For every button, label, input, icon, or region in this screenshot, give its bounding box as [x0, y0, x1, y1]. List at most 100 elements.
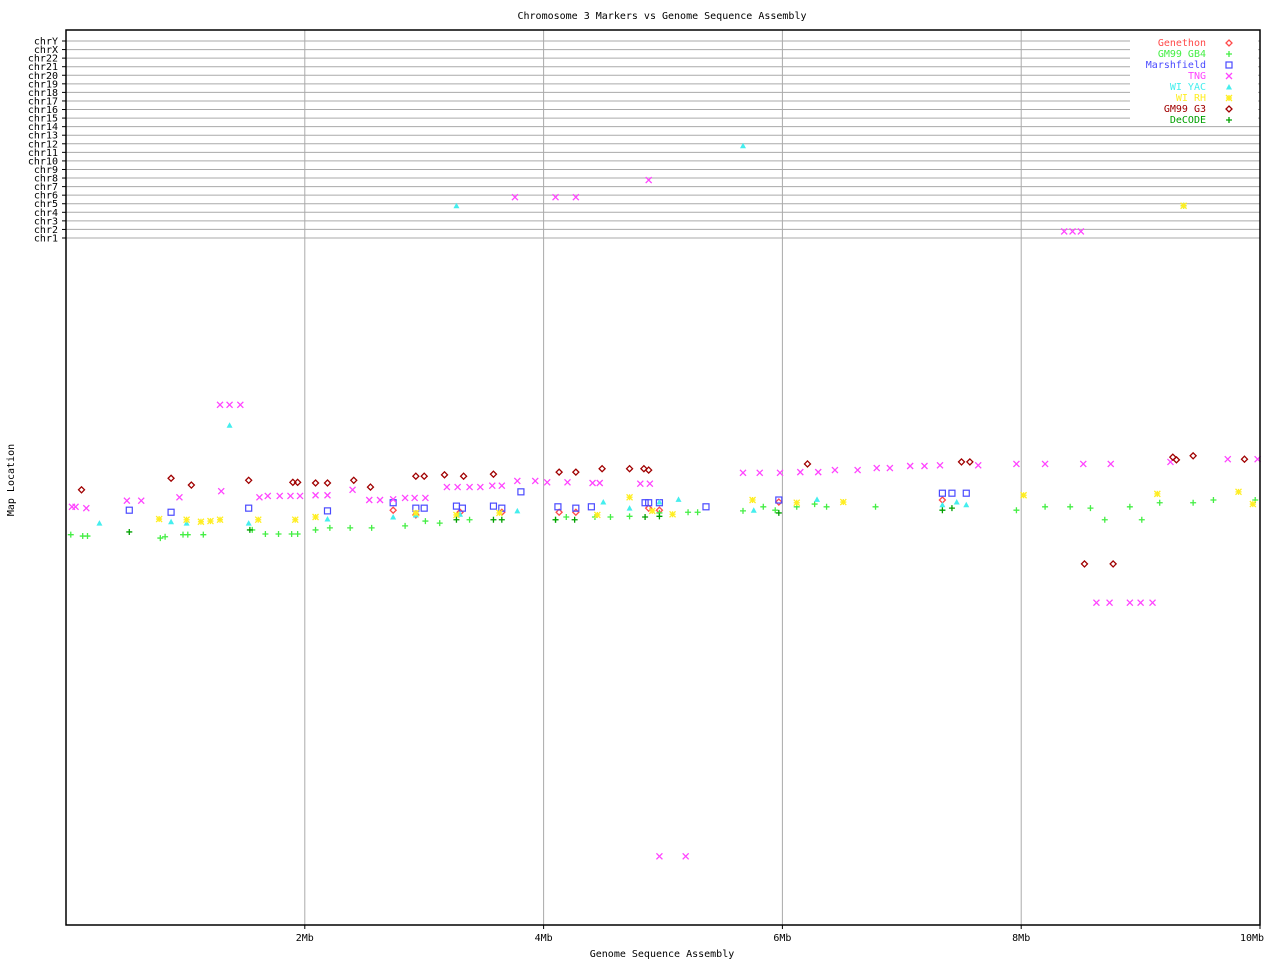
y-tick-label: chr4 — [34, 208, 58, 219]
data-point — [749, 496, 757, 504]
legend-diamond-icon — [1225, 105, 1233, 113]
data-point — [389, 506, 398, 515]
data-point — [543, 478, 551, 486]
legend-asterisk-icon — [1225, 94, 1233, 102]
data-point — [67, 531, 74, 538]
data-point — [814, 496, 821, 502]
y-tick-label: chr22 — [28, 54, 58, 65]
x-axis-ticks: 2Mb 4Mb 6Mb 8Mb 10Mb — [296, 925, 1264, 944]
y-tick-label: chr12 — [28, 139, 58, 150]
data-point — [571, 516, 578, 523]
data-point — [1126, 503, 1133, 510]
data-point — [349, 476, 358, 485]
data-point — [1249, 500, 1257, 508]
y-tick-label: chrY — [34, 37, 58, 48]
data-point — [466, 483, 474, 491]
data-point — [702, 503, 710, 511]
data-point — [167, 508, 175, 516]
data-point — [939, 507, 946, 514]
y-tick-label: chr18 — [28, 88, 58, 99]
legend-bg — [1130, 36, 1258, 47]
data-point — [682, 852, 690, 860]
data-point — [246, 526, 253, 533]
data-point — [1240, 455, 1249, 464]
legend-label: DeCODE — [1170, 115, 1206, 126]
data-point — [326, 524, 333, 531]
data-point — [938, 489, 946, 497]
data-point — [197, 518, 205, 526]
data-point — [572, 504, 580, 512]
data-point — [793, 499, 801, 507]
data-point — [1106, 599, 1114, 607]
data-point — [1012, 460, 1020, 468]
data-point — [796, 468, 804, 476]
data-point — [831, 466, 839, 474]
data-point — [1190, 499, 1197, 506]
data-point — [187, 481, 196, 489]
data-point — [312, 526, 319, 533]
data-point — [607, 514, 614, 520]
legend-label: GM99 GB4 — [1158, 49, 1206, 60]
data-point-offchrom — [511, 193, 519, 201]
x-tick-label: 10Mb — [1240, 933, 1264, 944]
data-point — [84, 533, 91, 540]
data-point — [948, 489, 956, 497]
plot-frame — [65, 29, 1261, 926]
data-point — [906, 462, 914, 470]
data-point — [593, 511, 601, 519]
data-point — [1172, 455, 1181, 464]
y-tick-label: chr8 — [34, 174, 58, 185]
data-point — [443, 483, 451, 491]
data-point — [323, 479, 332, 487]
data-point — [349, 486, 357, 494]
data-point — [490, 516, 497, 523]
data-point — [656, 513, 663, 520]
data-point — [436, 520, 443, 527]
y-tick-label: chr13 — [28, 131, 58, 142]
y-tick-label: chr1 — [34, 233, 58, 244]
data-point — [1067, 503, 1074, 510]
y-tick-label: chr9 — [34, 165, 58, 176]
legend-label: WI RH — [1176, 93, 1206, 104]
x-tick-label: 2Mb — [296, 933, 314, 944]
x-tick-label: 8Mb — [1012, 933, 1030, 944]
data-point — [772, 507, 779, 514]
data-point — [644, 466, 653, 474]
data-point — [1126, 599, 1134, 607]
data-point — [823, 503, 830, 510]
data-point — [953, 499, 960, 505]
data-point — [72, 503, 80, 511]
data-point-offchrom — [552, 193, 559, 201]
data-point — [226, 422, 233, 428]
data-point-offchrom — [572, 193, 580, 201]
data-point — [552, 516, 559, 523]
legend-label: TNG — [1188, 71, 1206, 82]
data-point — [1107, 460, 1115, 468]
data-point — [390, 514, 397, 520]
y-tick-label: chr6 — [34, 191, 58, 202]
data-point — [452, 502, 461, 510]
data-point — [803, 460, 812, 468]
data-point — [157, 535, 164, 542]
data-point — [571, 468, 580, 477]
data-point — [1189, 451, 1198, 460]
y-tick-label: chr2 — [34, 225, 58, 236]
legend-diamond-icon — [1225, 39, 1233, 47]
data-point — [571, 508, 580, 517]
data-point — [974, 461, 982, 469]
data-point — [1224, 455, 1232, 463]
data-point-offchrom — [1180, 202, 1188, 210]
data-point — [459, 472, 468, 481]
legend-plus-icon — [1226, 117, 1232, 123]
data-point — [255, 493, 263, 501]
data-point — [685, 509, 692, 516]
data-point — [312, 491, 320, 499]
data-point — [489, 470, 498, 479]
data-point — [167, 474, 175, 483]
legend-x-icon — [1225, 72, 1233, 80]
data-point — [262, 531, 269, 537]
data-point — [873, 464, 881, 472]
data-point — [963, 501, 970, 508]
legend-square-icon — [1225, 61, 1233, 69]
data-point — [811, 501, 818, 508]
